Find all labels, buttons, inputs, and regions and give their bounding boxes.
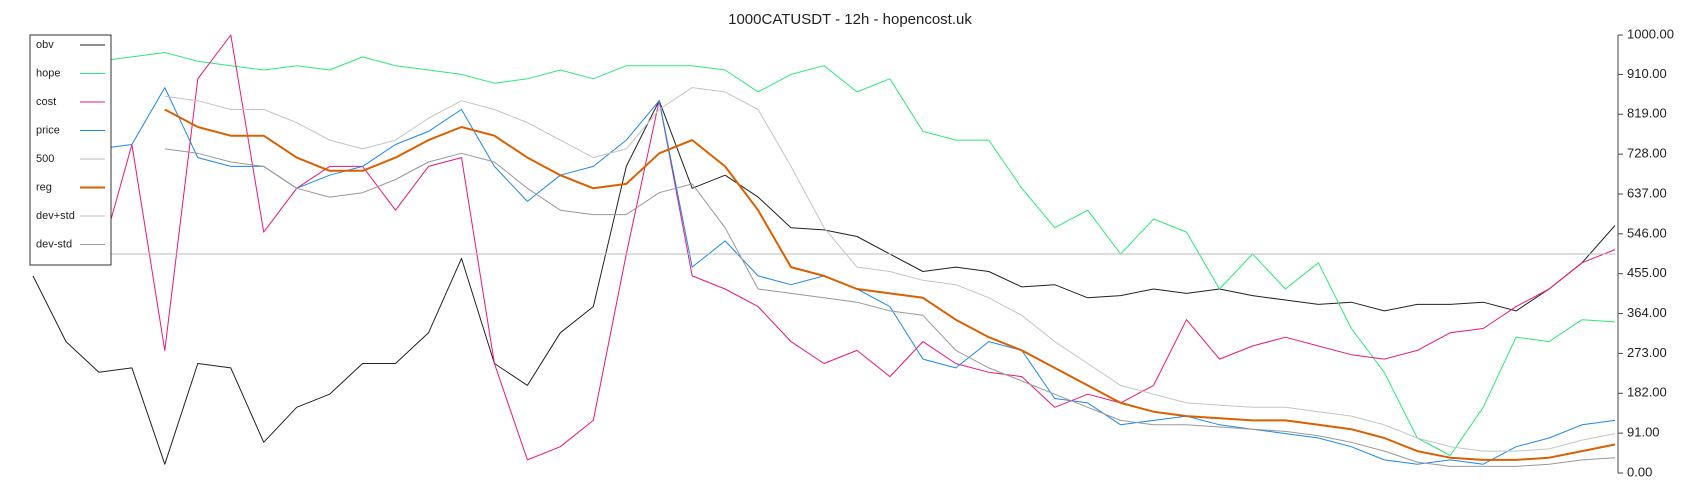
y-tick-label: 182.00 xyxy=(1627,385,1667,400)
legend-label: hope xyxy=(36,67,60,79)
legend-label: cost xyxy=(36,96,56,108)
y-tick-label: 728.00 xyxy=(1627,146,1667,161)
y-tick-label: 819.00 xyxy=(1627,106,1667,121)
legend-label: reg xyxy=(36,181,52,193)
legend-label: price xyxy=(36,124,60,136)
legend-label: 500 xyxy=(36,153,54,165)
y-tick-label: 637.00 xyxy=(1627,185,1667,200)
y-tick-label: 364.00 xyxy=(1627,305,1667,320)
legend-label: dev+std xyxy=(36,210,75,222)
series-line xyxy=(164,108,1616,461)
y-tick-label: 273.00 xyxy=(1627,345,1667,360)
legend: obv hope cost price 500 reg dev+std dev-std xyxy=(29,34,112,266)
series-line xyxy=(164,148,1616,467)
series-line xyxy=(32,34,1616,461)
y-tick-label: 546.00 xyxy=(1627,225,1667,240)
series-line xyxy=(98,52,1616,456)
y-tick-label: 0.00 xyxy=(1627,464,1652,479)
chart-title: 1000CATUSDT - 12h - hopencost.uk xyxy=(728,11,972,28)
series-line xyxy=(164,87,1616,452)
y-tick-label: 910.00 xyxy=(1627,66,1667,81)
y-tick-label: 91.00 xyxy=(1627,425,1660,440)
series-line xyxy=(32,100,1616,465)
legend-label: dev-std xyxy=(36,238,72,250)
legend-label: obv xyxy=(36,39,54,51)
series-line xyxy=(98,87,1616,465)
y-tick-label: 455.00 xyxy=(1627,265,1667,280)
y-tick-label: 1000.00 xyxy=(1627,26,1674,41)
